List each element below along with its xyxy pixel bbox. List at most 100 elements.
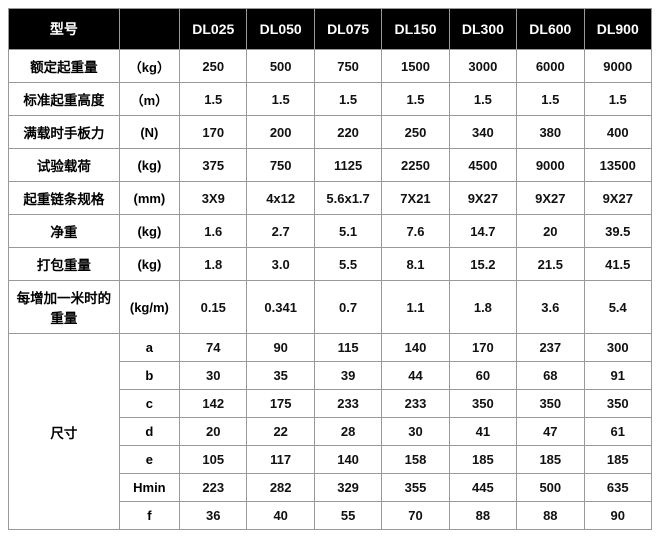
header-cell: DL025 [180, 9, 247, 50]
dim-label: 尺寸 [9, 334, 120, 530]
row-value: 350 [584, 390, 652, 418]
row-value: 39.5 [584, 215, 652, 248]
row-value: 41.5 [584, 248, 652, 281]
row-value: 4500 [449, 149, 516, 182]
row-value: 90 [584, 502, 652, 530]
row-value: 15.2 [449, 248, 516, 281]
header-cell [119, 9, 179, 50]
dim-sub: a [119, 334, 179, 362]
row-value: 20 [180, 418, 247, 446]
row-value: 2.7 [247, 215, 314, 248]
row-value: 223 [180, 474, 247, 502]
row-value: 250 [180, 50, 247, 83]
row-value: 250 [382, 116, 449, 149]
row-value: 750 [247, 149, 314, 182]
row-value: 5.4 [584, 281, 652, 334]
table-row: 满载时手板力(N)170200220250340380400 [9, 116, 652, 149]
row-label: 标准起重高度 [9, 83, 120, 116]
row-value: 185 [449, 446, 516, 474]
row-value: 88 [449, 502, 516, 530]
row-value: 47 [517, 418, 584, 446]
dim-sub: b [119, 362, 179, 390]
header-cell: DL050 [247, 9, 314, 50]
row-value: 140 [382, 334, 449, 362]
row-value: 4x12 [247, 182, 314, 215]
row-value: 35 [247, 362, 314, 390]
table-body: 额定起重量（kg）2505007501500300060009000标准起重高度… [9, 50, 652, 530]
row-value: 200 [247, 116, 314, 149]
row-value: 88 [517, 502, 584, 530]
row-value: 3.6 [517, 281, 584, 334]
row-value: 1.5 [517, 83, 584, 116]
row-value: 1.8 [449, 281, 516, 334]
row-label: 满载时手板力 [9, 116, 120, 149]
table-row: 净重(kg)1.62.75.17.614.72039.5 [9, 215, 652, 248]
row-value: 300 [584, 334, 652, 362]
row-unit: (mm) [119, 182, 179, 215]
row-value: 400 [584, 116, 652, 149]
table-row: 起重链条规格(mm)3X94x125.6x1.77X219X279X279X27 [9, 182, 652, 215]
row-value: 60 [449, 362, 516, 390]
row-value: 233 [382, 390, 449, 418]
row-value: 282 [247, 474, 314, 502]
row-value: 0.7 [314, 281, 381, 334]
row-unit: (kg) [119, 215, 179, 248]
row-value: 350 [517, 390, 584, 418]
row-value: 142 [180, 390, 247, 418]
row-value: 3000 [449, 50, 516, 83]
row-value: 1.6 [180, 215, 247, 248]
row-unit: （m） [119, 83, 179, 116]
row-value: 140 [314, 446, 381, 474]
row-value: 500 [247, 50, 314, 83]
row-value: 1125 [314, 149, 381, 182]
row-value: 74 [180, 334, 247, 362]
row-value: 500 [517, 474, 584, 502]
row-label: 起重链条规格 [9, 182, 120, 215]
row-value: 185 [584, 446, 652, 474]
row-value: 5.5 [314, 248, 381, 281]
row-value: 9X27 [449, 182, 516, 215]
header-cell: DL600 [517, 9, 584, 50]
row-value: 170 [449, 334, 516, 362]
row-label: 额定起重量 [9, 50, 120, 83]
dim-sub: f [119, 502, 179, 530]
row-value: 28 [314, 418, 381, 446]
row-value: 237 [517, 334, 584, 362]
row-value: 1.5 [449, 83, 516, 116]
row-value: 1.1 [382, 281, 449, 334]
row-value: 380 [517, 116, 584, 149]
row-label: 打包重量 [9, 248, 120, 281]
row-unit: (N) [119, 116, 179, 149]
row-value: 20 [517, 215, 584, 248]
row-value: 7.6 [382, 215, 449, 248]
row-value: 68 [517, 362, 584, 390]
row-value: 105 [180, 446, 247, 474]
table-row: 尺寸a7490115140170237300 [9, 334, 652, 362]
row-value: 115 [314, 334, 381, 362]
row-value: 70 [382, 502, 449, 530]
row-value: 40 [247, 502, 314, 530]
row-value: 635 [584, 474, 652, 502]
row-value: 30 [180, 362, 247, 390]
dim-sub: Hmin [119, 474, 179, 502]
header-cell: DL300 [449, 9, 516, 50]
row-value: 1.8 [180, 248, 247, 281]
row-value: 14.7 [449, 215, 516, 248]
row-label: 试验载荷 [9, 149, 120, 182]
row-value: 21.5 [517, 248, 584, 281]
header-row: 型号 DL025 DL050 DL075 DL150 DL300 DL600 D… [9, 9, 652, 50]
row-value: 1.5 [247, 83, 314, 116]
row-unit: (kg/m) [119, 281, 179, 334]
row-value: 30 [382, 418, 449, 446]
row-value: 22 [247, 418, 314, 446]
row-value: 233 [314, 390, 381, 418]
row-value: 158 [382, 446, 449, 474]
row-value: 91 [584, 362, 652, 390]
row-value: 2250 [382, 149, 449, 182]
row-value: 8.1 [382, 248, 449, 281]
row-value: 185 [517, 446, 584, 474]
row-value: 750 [314, 50, 381, 83]
dim-sub: e [119, 446, 179, 474]
row-unit: (kg) [119, 149, 179, 182]
table-row: 试验载荷(kg)375750112522504500900013500 [9, 149, 652, 182]
